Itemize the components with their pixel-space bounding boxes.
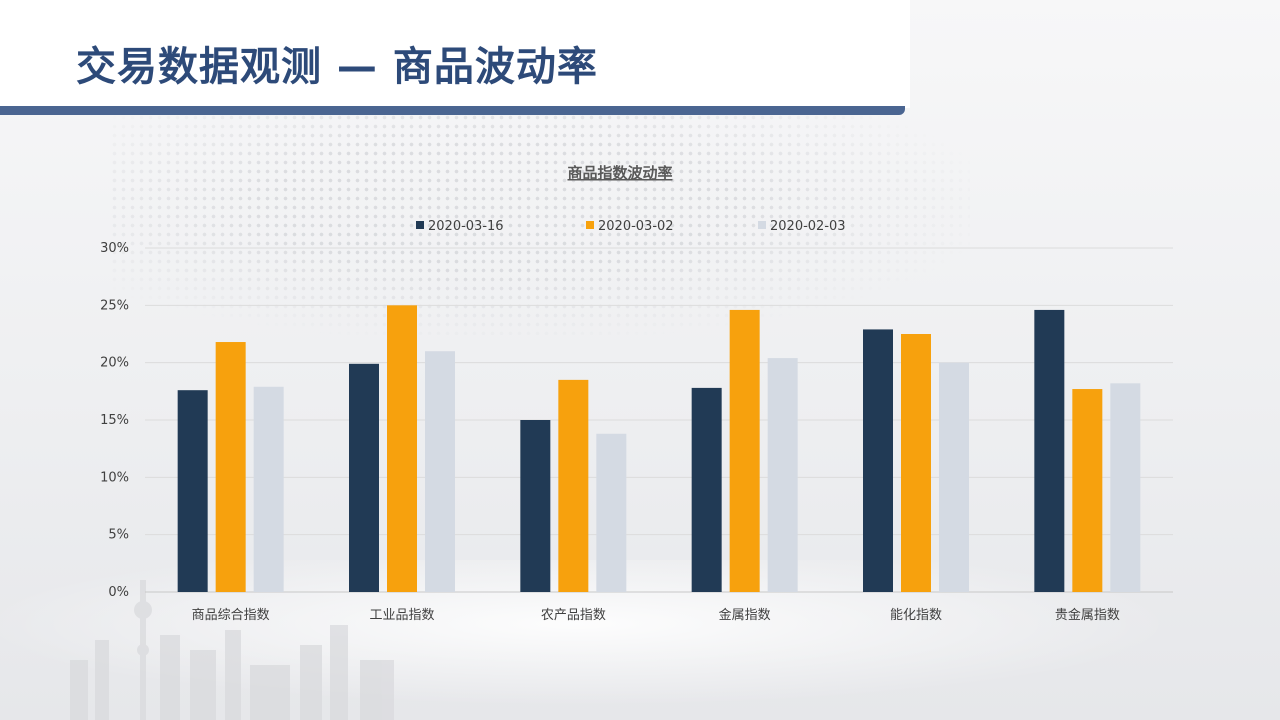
background-world-map-dots <box>110 95 970 335</box>
x-tick-label: 金属指数 <box>719 607 771 623</box>
bar <box>215 342 246 592</box>
legend-label: 2020-03-16 <box>428 219 504 234</box>
header-accent-bar <box>0 106 905 115</box>
y-tick-label: 20% <box>100 356 129 371</box>
slide-header: 交易数据观测 — 商品波动率 <box>0 0 910 108</box>
bar <box>349 363 379 592</box>
bar <box>387 305 417 592</box>
bar <box>425 351 455 592</box>
bar <box>691 387 722 592</box>
x-tick-label: 工业品指数 <box>369 608 434 623</box>
legend-swatch <box>586 221 594 229</box>
chart-y-axis: 0% 5% 10% 15% 20% 25% 30% <box>100 241 129 600</box>
bar <box>1072 389 1103 592</box>
legend-swatch <box>758 221 766 229</box>
slide-title: 交易数据观测 — 商品波动率 <box>76 44 598 90</box>
x-tick-label: 贵金属指数 <box>1055 607 1120 623</box>
bar <box>863 329 893 592</box>
y-tick-label: 30% <box>100 241 129 256</box>
bar <box>767 358 798 592</box>
background-city-skyline <box>70 580 394 720</box>
bar <box>558 379 589 592</box>
bar <box>1034 309 1065 592</box>
chart-x-axis: 商品综合指数 工业品指数 农产品指数 金属指数 能化指数 贵金属指数 <box>192 607 1120 623</box>
y-tick-label: 0% <box>108 585 129 600</box>
y-tick-label: 10% <box>100 470 129 485</box>
bar <box>520 420 551 592</box>
legend-swatch <box>416 221 424 229</box>
bar <box>1110 383 1141 592</box>
legend-label: 2020-02-03 <box>770 219 846 234</box>
bar <box>253 386 284 592</box>
bar <box>177 390 208 592</box>
bar <box>729 309 760 592</box>
y-tick-label: 15% <box>100 413 129 428</box>
chart-bars <box>177 305 1141 592</box>
y-tick-label: 5% <box>108 528 129 543</box>
bar <box>901 334 931 592</box>
chart-title: 商品指数波动率 <box>567 164 672 182</box>
x-tick-label: 商品综合指数 <box>192 608 270 623</box>
bar <box>596 433 627 592</box>
chart-legend: 2020-03-16 2020-03-02 2020-02-03 <box>416 219 846 234</box>
chart-gridlines <box>145 247 1173 593</box>
legend-label: 2020-03-02 <box>598 219 674 234</box>
y-tick-label: 25% <box>100 298 129 313</box>
x-tick-label: 能化指数 <box>890 608 942 623</box>
x-tick-label: 农产品指数 <box>541 608 606 623</box>
bar <box>939 362 969 592</box>
